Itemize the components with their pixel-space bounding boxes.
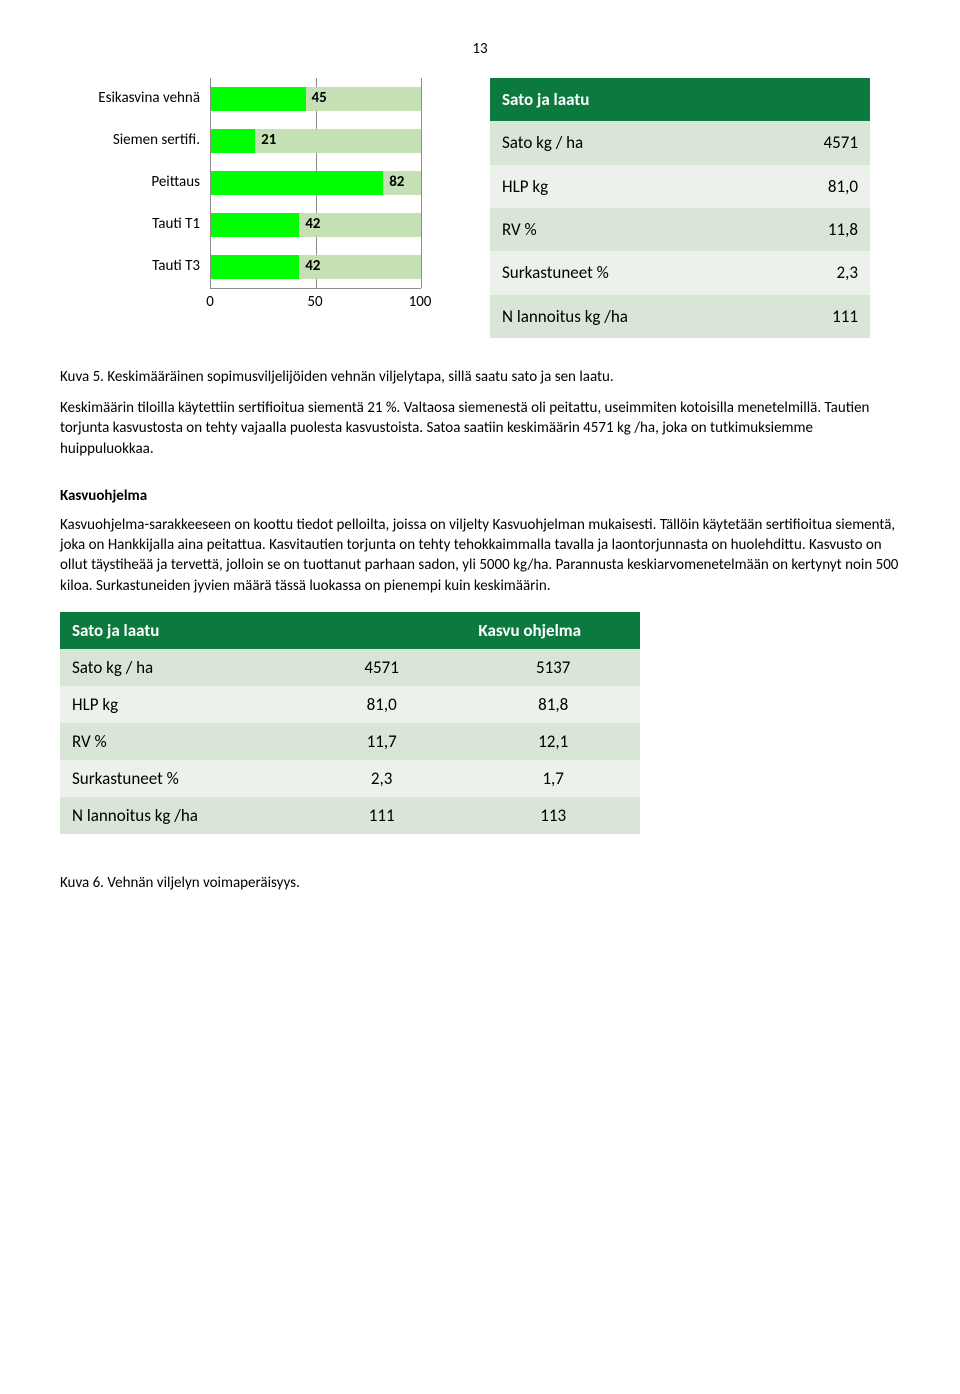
x-tick-label: 0: [206, 293, 214, 311]
paragraph-2: Kasvuohjelma-sarakkeeseen on koottu tied…: [60, 515, 900, 596]
sato-laatu-table: Sato ja laatu Sato kg / ha4571HLP kg81,0…: [490, 78, 870, 338]
bar-row: 45: [211, 84, 421, 114]
table2-header3: Kasvu ohjelma: [466, 612, 640, 649]
category-label: Peittaus: [60, 173, 200, 191]
table-cell-label: N lannoitus kg /ha: [60, 797, 297, 834]
figure6-caption: Kuva 6. Vehnän viljelyn voimaperäisyys.: [60, 874, 900, 892]
bar-row: 82: [211, 168, 421, 198]
bar-label: 45: [312, 89, 327, 107]
table-cell-value: 111: [297, 797, 466, 834]
gridline: [421, 78, 422, 288]
table-cell-label: HLP kg: [60, 686, 297, 723]
table-cell-value: 111: [746, 295, 870, 338]
table-row: Surkastuneet %2,3: [490, 251, 870, 294]
chart-plot: 45 21 82 42 42: [210, 78, 421, 289]
table-row: RV %11,712,1: [60, 723, 640, 760]
table-cell-value: 81,8: [466, 686, 640, 723]
paragraph-1: Keskimäärin tiloilla käytettiin sertifio…: [60, 398, 900, 459]
bar-value: [211, 87, 306, 111]
bar-row: 42: [211, 252, 421, 282]
table-row: HLP kg81,0: [490, 165, 870, 208]
x-tick-label: 100: [409, 293, 432, 311]
top-row: 45 21 82 42 42 Esikasvina vehnä Siemen sertif…: [60, 78, 900, 338]
table-row: Sato kg / ha45715137: [60, 649, 640, 686]
table-row: N lannoitus kg /ha111: [490, 295, 870, 338]
bar-value: [211, 129, 255, 153]
table-cell-value: 113: [466, 797, 640, 834]
bar-value: [211, 213, 299, 237]
table-cell-value: 2,3: [297, 760, 466, 797]
bar-label: 42: [305, 215, 320, 233]
table2-header1: Sato ja laatu: [60, 612, 297, 649]
table-cell-value: 11,8: [746, 208, 870, 251]
table-cell-value: 2,3: [746, 251, 870, 294]
table-cell-label: RV %: [60, 723, 297, 760]
table-cell-label: Surkastuneet %: [490, 251, 746, 294]
bar-chart: 45 21 82 42 42 Esikasvina vehnä Siemen sertif…: [60, 78, 450, 338]
x-tick-label: 50: [307, 293, 322, 311]
category-label: Tauti T3: [60, 257, 200, 275]
bar-label: 21: [261, 131, 276, 149]
bar-value: [211, 171, 383, 195]
table-cell-label: Sato kg / ha: [60, 649, 297, 686]
bar-label: 82: [389, 173, 404, 191]
table-cell-value: 5137: [466, 649, 640, 686]
category-label: Esikasvina vehnä: [60, 89, 200, 107]
table-row: HLP kg81,081,8: [60, 686, 640, 723]
kasvuohjelma-table: Sato ja laatu Kasvu ohjelma Sato kg / ha…: [60, 612, 640, 834]
table-cell-label: N lannoitus kg /ha: [490, 295, 746, 338]
table-cell-value: 81,0: [297, 686, 466, 723]
category-label: Tauti T1: [60, 215, 200, 233]
table-row: Surkastuneet %2,31,7: [60, 760, 640, 797]
page-number: 13: [60, 40, 900, 58]
bar-row: 42: [211, 210, 421, 240]
category-label: Siemen sertifi.: [60, 131, 200, 149]
kasvuohjelma-heading: Kasvuohjelma: [60, 487, 900, 505]
table-cell-label: Surkastuneet %: [60, 760, 297, 797]
table-row: N lannoitus kg /ha111113: [60, 797, 640, 834]
table-cell-value: 11,7: [297, 723, 466, 760]
table-cell-label: RV %: [490, 208, 746, 251]
bar-row: 21: [211, 126, 421, 156]
table2-header-blank: [297, 612, 466, 649]
bar-value: [211, 255, 299, 279]
table-cell-value: 4571: [746, 121, 870, 164]
table1-header: Sato ja laatu: [490, 78, 870, 121]
table-cell-value: 81,0: [746, 165, 870, 208]
table-row: RV %11,8: [490, 208, 870, 251]
table-cell-value: 4571: [297, 649, 466, 686]
table-row: Sato kg / ha4571: [490, 121, 870, 164]
figure5-caption: Kuva 5. Keskimääräinen sopimusviljelijöi…: [60, 368, 900, 386]
table-cell-label: Sato kg / ha: [490, 121, 746, 164]
table-cell-label: HLP kg: [490, 165, 746, 208]
bar-label: 42: [305, 257, 320, 275]
table-cell-value: 1,7: [466, 760, 640, 797]
table-cell-value: 12,1: [466, 723, 640, 760]
